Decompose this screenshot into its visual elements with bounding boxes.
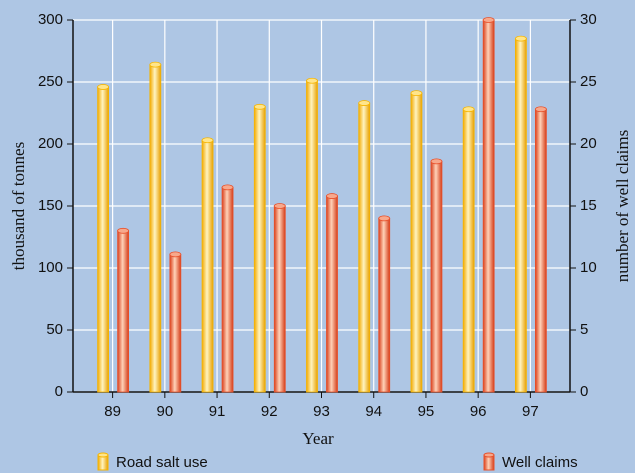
legend-label: Well claims (502, 454, 578, 471)
x-tick-label: 95 (418, 403, 435, 420)
y2-tick-label: 20 (580, 135, 597, 152)
y2-tick-label: 30 (580, 11, 597, 28)
y-tick-label: 50 (46, 321, 63, 338)
y-axis-label: thousand of tonnes (9, 142, 28, 270)
y-tick-label: 100 (38, 259, 63, 276)
bar (358, 102, 371, 393)
bar (482, 19, 495, 393)
bar (410, 92, 423, 393)
x-axis-label: Year (302, 429, 334, 448)
bar (97, 86, 110, 393)
bar (149, 64, 162, 393)
bar (514, 38, 527, 393)
y-tick-label: 0 (55, 383, 63, 400)
bar (253, 106, 266, 393)
bar-cap (201, 137, 214, 144)
bar (534, 108, 547, 393)
y-tick-label: 150 (38, 197, 63, 214)
x-tick-label: 89 (104, 403, 121, 420)
legend-swatch-cap (97, 452, 109, 458)
x-tick-label: 97 (522, 403, 539, 420)
bar-cap (326, 193, 338, 199)
bar-cap (149, 61, 162, 68)
bar-cap (462, 106, 475, 113)
bar (273, 205, 286, 393)
bar (306, 80, 318, 393)
x-tick-label: 96 (470, 403, 487, 420)
bar (117, 230, 130, 393)
bar-cap (482, 17, 495, 23)
y2-tick-label: 15 (580, 197, 597, 214)
y-tick-label: 250 (38, 73, 63, 90)
bar-cap (306, 77, 318, 84)
bar-cap (534, 106, 547, 113)
legend-label: Road salt use (116, 454, 208, 471)
y2-tick-label: 10 (580, 259, 597, 276)
x-tick-label: 90 (156, 403, 173, 420)
x-tick-label: 93 (313, 403, 330, 420)
bar (462, 108, 475, 393)
bar (169, 253, 182, 393)
y2-tick-label: 5 (580, 321, 588, 338)
bar-cap (358, 100, 371, 106)
y2-axis-label: number of well claims (613, 130, 632, 283)
bar (378, 217, 391, 393)
x-tick-label: 91 (209, 403, 226, 420)
bar (326, 195, 338, 393)
bar-cap (430, 158, 443, 165)
bar-cap (273, 203, 286, 209)
x-tick-label: 92 (261, 403, 278, 420)
y-tick-label: 200 (38, 135, 63, 152)
bar-cap (97, 84, 110, 90)
bar (430, 160, 443, 393)
bar-cap (253, 103, 266, 110)
bar-cap (514, 35, 527, 42)
x-tick-label: 94 (365, 403, 382, 420)
bar-cap (117, 227, 130, 234)
y2-tick-label: 25 (580, 73, 597, 90)
y-tick-label: 300 (38, 11, 63, 28)
y2-tick-label: 0 (580, 383, 588, 400)
bar-cap (169, 251, 182, 258)
bar-cap (410, 90, 423, 97)
bar-cap (378, 215, 391, 222)
bar (201, 139, 214, 393)
legend-swatch-cap (483, 452, 495, 458)
bar-cap (221, 184, 234, 191)
bar (221, 186, 234, 393)
